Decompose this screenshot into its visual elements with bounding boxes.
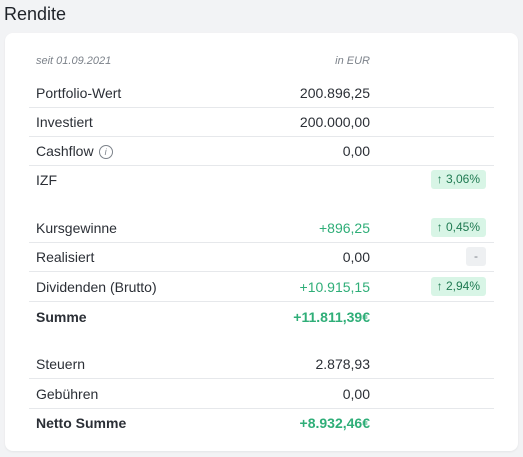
row-label: Dividenden (Brutto)	[36, 279, 157, 295]
row-izf: IZF ↑ 3,06%	[29, 165, 494, 194]
row-value: +8.932,46€	[299, 415, 370, 431]
row-value: 0,00	[342, 249, 370, 265]
kursgewinne-badge: ↑ 0,45%	[430, 218, 486, 237]
row-label: Cashflow	[36, 143, 94, 159]
row-portfolio-wert: Portfolio-Wert 200.896,25	[29, 78, 494, 108]
row-label: Summe	[36, 309, 87, 325]
row-value: 0,00	[342, 386, 370, 402]
row-value: 0,00	[342, 143, 370, 159]
row-value: 200.000,00	[299, 114, 370, 130]
row-dividenden: Dividenden (Brutto) +10.915,15 ↑ 2,94%	[29, 272, 494, 302]
since-date: seit 01.09.2021	[36, 55, 112, 67]
row-label: Steuern	[36, 356, 86, 372]
page-title: Rendite	[4, 4, 67, 24]
row-value: 2.878,93	[315, 356, 371, 372]
row-value: 200.896,25	[299, 85, 370, 101]
row-label: Realisiert	[36, 249, 95, 265]
row-label-wrap: Cashflow i	[36, 143, 113, 159]
row-label: Investiert	[36, 114, 93, 130]
row-label: IZF	[36, 172, 57, 188]
row-value: +11.811,39€	[293, 309, 370, 325]
row-value: +10.915,15	[299, 279, 370, 295]
row-label: Netto Summe	[36, 415, 127, 431]
row-value: +896,25	[319, 220, 370, 236]
currency-label: in EUR	[335, 55, 370, 67]
row-summe: Summe +11.811,39€	[29, 302, 494, 331]
row-label: Gebühren	[36, 386, 99, 402]
row-kursgewinne: Kursgewinne +896,25 ↑ 0,45%	[29, 213, 494, 243]
row-steuern: Steuern 2.878,93	[29, 349, 494, 379]
row-netto-summe: Netto Summe +8.932,46€	[29, 408, 494, 437]
row-cashflow: Cashflow i 0,00	[29, 136, 494, 166]
row-gebuehren: Gebühren 0,00	[29, 379, 494, 409]
izf-badge: ↑ 3,06%	[430, 170, 486, 189]
row-realisiert: Realisiert 0,00 -	[29, 242, 494, 272]
realisiert-badge: -	[466, 247, 486, 266]
dividenden-badge: ↑ 2,94%	[430, 277, 486, 296]
info-icon[interactable]: i	[98, 145, 113, 159]
row-investiert: Investiert 200.000,00	[29, 107, 494, 137]
row-label: Kursgewinne	[36, 220, 117, 236]
row-label: Portfolio-Wert	[36, 85, 122, 101]
